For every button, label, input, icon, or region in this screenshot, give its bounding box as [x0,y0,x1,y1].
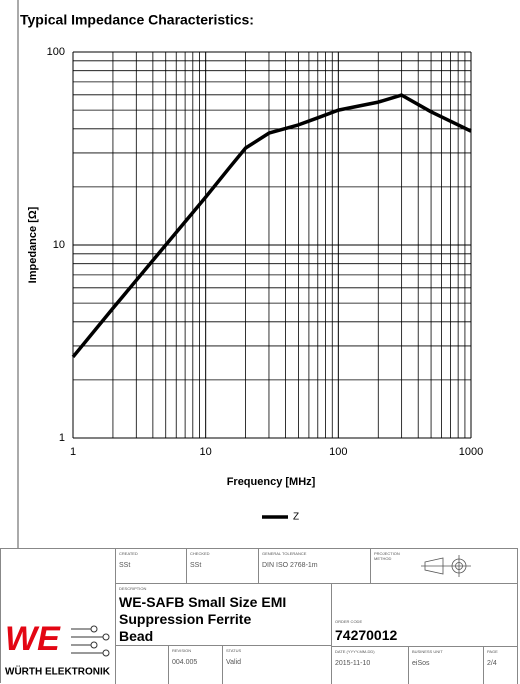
cell-label: CREATED [119,551,138,556]
logo: WE WÜRTH ELEKTRONIK [5,620,111,678]
title-block: WE WÜRTH ELEKTRONIK CREATED SSt CHECKED SS… [0,548,518,684]
order-code-cell: ORDER CODE 74270012 [332,584,518,646]
logo-cell: WE WÜRTH ELEKTRONIK [1,549,116,684]
cell-label: ORDER CODE [335,619,363,624]
x-tick-label: 100 [329,446,347,458]
cell-label: DESCRIPTION [119,586,147,591]
x-axis-label: Frequency [MHz] [227,476,316,488]
tolerance-cell: GENERAL TOLERANCE DIN ISO 2768-1m [259,549,371,584]
projection-cell: PROJECTION METHOD [371,549,518,584]
cell-label: GENERAL TOLERANCE [262,551,307,556]
cell-label: BUSINESS UNIT [412,649,443,654]
cell-value: SSt [190,562,202,569]
cell-label: PROJECTION METHOD [374,551,400,561]
created-cell: CREATED SSt [116,549,187,584]
x-tick-label: 1 [70,446,76,458]
y-tick-label: 10 [53,239,65,251]
cell-label: CHECKED [190,551,210,556]
chart-title: Typical Impedance Characteristics: [20,12,254,28]
cell-label: DATE (YYYY-MM-DD) [335,649,375,654]
description-cell: DESCRIPTION WE-SAFB Small Size EMI Suppre… [116,584,332,646]
cell-value: 2015-11-10 [335,660,371,667]
cell-label: REVISION [172,648,192,653]
chart: Typical Impedance Characteristics: Frequ… [17,0,483,548]
cell-label: PAGE [487,649,498,654]
status-cell: STATUS Valid [223,646,332,684]
data-line [71,93,472,359]
cell-value: Valid [226,659,242,666]
date-cell: DATE (YYYY-MM-DD) 2015-11-10 [332,646,409,684]
y-tick-label: 100 [47,46,65,58]
legend-label: Z [293,512,299,523]
y-axis-label: Impedance [Ω] [27,206,39,283]
logo-name: WÜRTH ELEKTRONIK [5,665,111,678]
logo-mark: WE [5,620,61,658]
cell-value: DIN ISO 2768-1m [262,562,318,569]
description-value: WE-SAFB Small Size EMI Suppression Ferri… [119,594,287,644]
cell-value: 2/4 [487,660,497,667]
cell-value: SSt [119,562,131,569]
business-unit-cell: BUSINESS UNIT eiSos [409,646,484,684]
x-tick-label: 1000 [459,446,483,458]
page-cell: PAGE 2/4 [484,646,518,684]
x-tick-label: 10 [200,446,212,458]
y-tick-label: 1 [59,432,65,444]
empty-cell [116,646,169,684]
order-code-value: 74270012 [335,627,398,643]
cell-label: STATUS [226,648,242,653]
checked-cell: CHECKED SSt [187,549,259,584]
cell-value: 004.005 [172,659,198,666]
projection-symbol [421,555,471,577]
revision-cell: REVISION 004.005 [169,646,223,684]
cell-value: eiSos [412,660,430,667]
